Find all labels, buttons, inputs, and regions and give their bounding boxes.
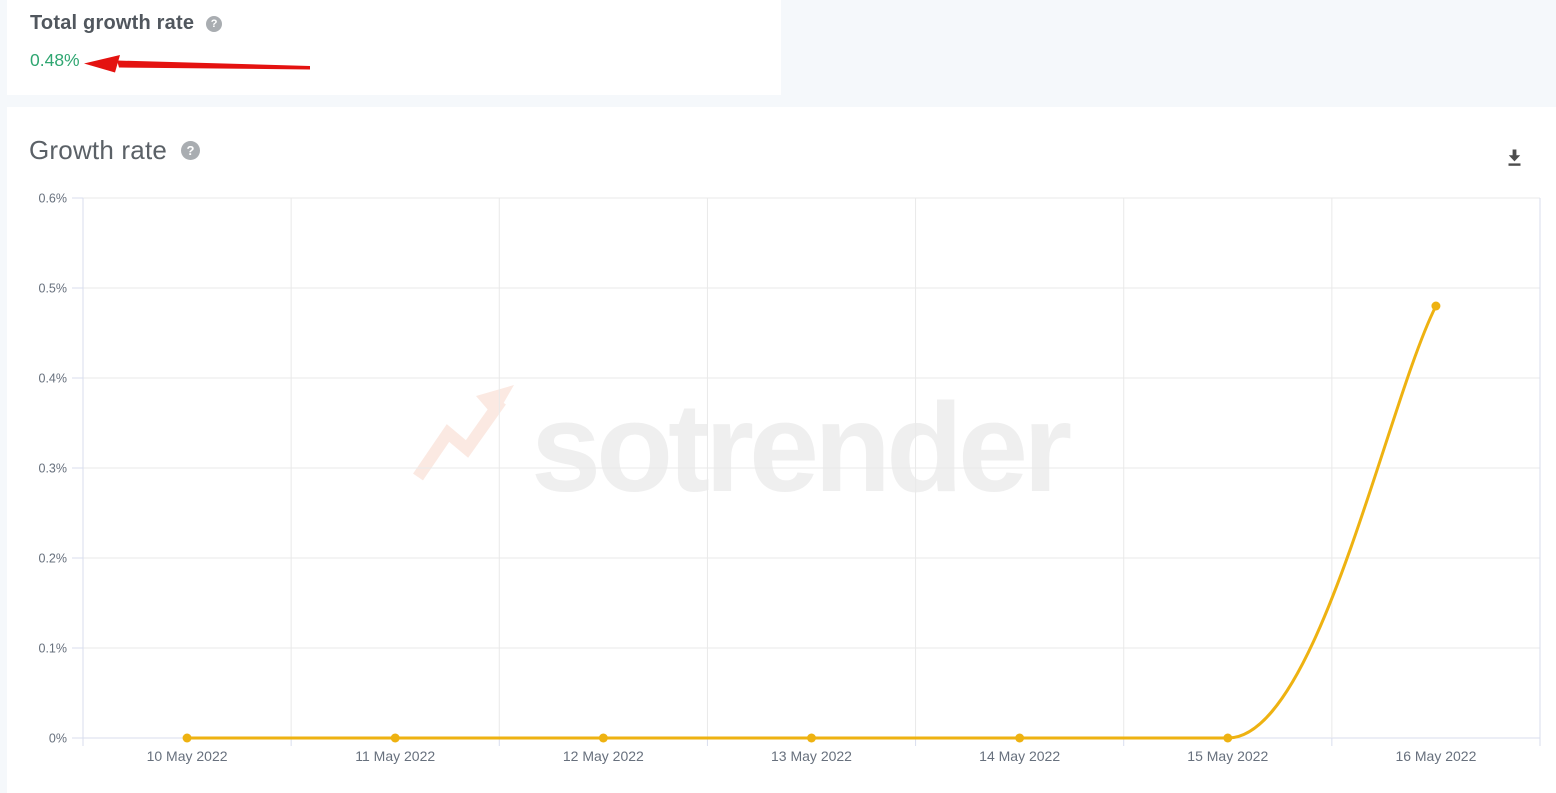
- help-icon[interactable]: ?: [181, 141, 201, 160]
- svg-text:16 May 2022: 16 May 2022: [1395, 748, 1476, 764]
- svg-text:0.5%: 0.5%: [39, 282, 68, 296]
- svg-text:15 May 2022: 15 May 2022: [1187, 748, 1268, 764]
- svg-text:0.6%: 0.6%: [39, 192, 68, 206]
- svg-text:10 May 2022: 10 May 2022: [147, 748, 228, 764]
- download-icon: [1508, 149, 1520, 166]
- total-growth-rate-card: Total growth rate ? 0.48%: [7, 0, 781, 95]
- svg-text:0.4%: 0.4%: [39, 372, 68, 386]
- svg-text:12 May 2022: 12 May 2022: [563, 748, 644, 764]
- download-chart-button[interactable]: [1498, 141, 1530, 173]
- growth-rate-chart-card: Growth rate ? sotrender 0% 0.1% 0.2% 0.3% 0.…: [7, 107, 1556, 793]
- help-icon[interactable]: ?: [206, 15, 223, 32]
- svg-text:14 May 2022: 14 May 2022: [979, 748, 1060, 764]
- svg-text:0%: 0%: [49, 732, 67, 746]
- total-growth-rate-value: 0.48%: [30, 50, 80, 70]
- summary-title-row: Total growth rate ?: [30, 12, 223, 35]
- chart-title: Growth rate: [29, 135, 168, 165]
- svg-text:11 May 2022: 11 May 2022: [355, 748, 435, 764]
- svg-text:0.3%: 0.3%: [39, 462, 68, 476]
- annotation-arrow-icon: [84, 55, 310, 73]
- total-growth-rate-title: Total growth rate: [30, 12, 195, 34]
- chart-header: Growth rate ?: [29, 135, 201, 166]
- svg-text:13 May 2022: 13 May 2022: [771, 748, 852, 764]
- svg-text:0.1%: 0.1%: [39, 642, 68, 656]
- growth-rate-line-chart: 0% 0.1% 0.2% 0.3% 0.4% 0.5% 0.6% 10 May 2022 11 …: [39, 192, 1541, 764]
- svg-text:0.2%: 0.2%: [39, 552, 68, 566]
